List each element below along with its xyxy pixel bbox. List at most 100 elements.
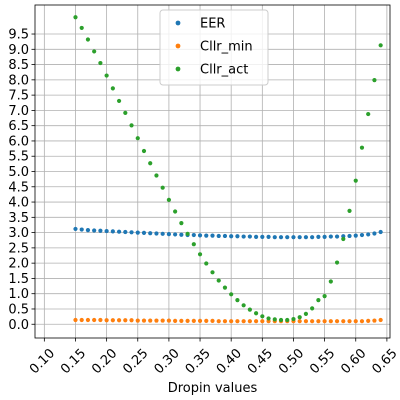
y-tick-label: 9.5 [8,28,29,43]
data-point [366,232,370,236]
data-point [173,232,177,236]
data-point [192,233,196,237]
data-point [142,149,146,153]
y-tick-label: 5.5 [8,150,29,165]
data-point [192,319,196,323]
data-point [210,234,214,238]
data-point [148,318,152,322]
y-tick-label: 5.0 [8,165,29,180]
data-point [204,234,208,238]
data-point [98,61,102,65]
data-point [204,319,208,323]
data-point [117,99,121,103]
data-point [142,318,146,322]
data-point [129,318,133,322]
data-point [235,298,239,302]
data-point [316,298,320,302]
data-point [198,319,202,323]
data-point [329,319,333,323]
data-point [254,235,258,239]
data-point [347,234,351,238]
data-point [372,318,376,322]
data-point [298,235,302,239]
y-tick-label: 7.0 [8,104,29,119]
data-point [167,198,171,202]
data-point [260,319,264,323]
data-point [80,227,84,231]
data-point [260,235,264,239]
data-point [154,318,158,322]
data-point [347,209,351,213]
data-point [148,231,152,235]
data-point [279,235,283,239]
data-point [235,319,239,323]
data-point [161,318,165,322]
data-point [136,231,140,235]
data-point [123,318,127,322]
y-tick-label: 1.0 [8,287,29,302]
data-point [323,319,327,323]
data-point [372,231,376,235]
data-point [86,318,90,322]
data-point [366,319,370,323]
data-point [173,209,177,213]
data-point [310,306,314,310]
data-point [304,235,308,239]
data-point [185,232,189,236]
data-point [223,319,227,323]
data-point [279,318,283,322]
y-tick-label: 7.5 [8,89,29,104]
data-point [123,111,127,115]
data-point [210,319,214,323]
legend-label: EER [200,17,225,32]
legend-marker [176,67,181,72]
data-point [92,228,96,232]
data-point [310,319,314,323]
data-point [242,234,246,238]
y-tick-label: 4.0 [8,196,29,211]
legend: EER Cllr_min Cllr_act [160,10,268,85]
data-point [285,235,289,239]
data-point [98,229,102,233]
y-tick-label: 1.5 [8,272,29,287]
data-point [105,318,109,322]
legend-label: Cllr_min [200,40,253,55]
data-point [366,112,370,116]
y-tick-label: 2.5 [8,241,29,256]
data-point [129,230,133,234]
data-point [142,231,146,235]
data-point [229,292,233,296]
y-tick-label: 2.0 [8,257,29,272]
data-point [360,233,364,237]
y-tick-label: 8.5 [8,58,29,73]
data-point [260,314,264,318]
data-point [198,252,202,256]
data-point [80,318,84,322]
data-point [335,319,339,323]
data-point [92,49,96,53]
data-point [229,234,233,238]
data-point [291,317,295,321]
data-point [285,318,289,322]
data-point [123,230,127,234]
data-point [217,278,221,282]
data-point [73,15,77,19]
data-point [273,317,277,321]
data-point [360,146,364,150]
data-point [248,319,252,323]
data-point [341,319,345,323]
data-point [185,319,189,323]
y-tick-label: 6.5 [8,119,29,134]
data-point [217,319,221,323]
data-point [304,312,308,316]
data-point [341,237,345,241]
data-point [335,260,339,264]
data-point [360,319,364,323]
data-point [379,318,383,322]
data-point [304,319,308,323]
data-point [73,227,77,231]
data-point [298,319,302,323]
data-point [354,234,358,238]
data-point [173,319,177,323]
